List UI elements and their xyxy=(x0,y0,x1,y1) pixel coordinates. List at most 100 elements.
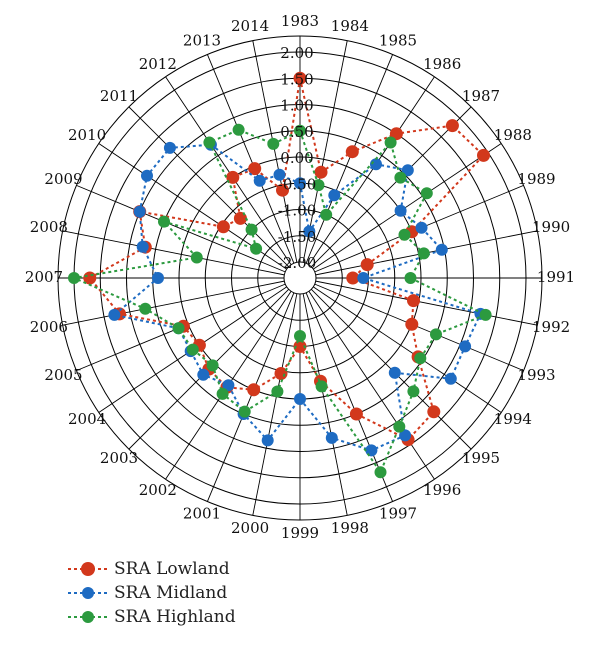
category-label: 1990 xyxy=(532,218,570,236)
category-label: 2003 xyxy=(100,449,138,467)
data-point: SRA Highland 1991: -0.2 xyxy=(404,272,417,284)
radial-tick-label: 2.00 xyxy=(280,44,313,62)
data-point: SRA Lowland 1988: 1.9 xyxy=(477,148,490,162)
data-point: SRA Lowland 1991: -1.3 xyxy=(346,271,360,285)
legend-label-highland: SRA Highland xyxy=(114,607,236,627)
category-label: 1992 xyxy=(532,318,570,336)
legend-label-lowland: SRA Lowland xyxy=(114,559,230,579)
data-point: SRA Midland 1994: 1.15 xyxy=(444,372,457,385)
data-point: SRA Lowland 1992: -0.1 xyxy=(407,294,420,308)
data-point: SRA Highland 1987: 0.4 xyxy=(394,171,407,184)
data-point: SRA Highland 2012: 0.8 xyxy=(203,136,216,149)
data-point: SRA Midland 2000: 0.85 xyxy=(261,434,274,447)
data-point: SRA Highland 1984: -0.5 xyxy=(312,179,325,192)
data-point: SRA Highland 2003: 0.05 xyxy=(206,359,219,372)
data-point: SRA Midland 1999: 0 xyxy=(294,393,306,405)
data-point: SRA Highland 1993: 0.5 xyxy=(430,328,442,341)
data-point: SRA Midland 2010: 1.2 xyxy=(141,169,153,182)
radial-tick-label: 0.50 xyxy=(280,123,313,141)
category-label: 1996 xyxy=(423,481,461,499)
data-point: SRA Lowland 1995: 1.3 xyxy=(427,405,441,419)
data-point: SRA Lowland 2014: -0.6 xyxy=(276,183,289,197)
legend-label-midland: SRA Midland xyxy=(114,583,228,603)
category-label: 2013 xyxy=(183,32,221,50)
spoke xyxy=(314,283,524,372)
data-point: SRA Midland 2003: 0.3 xyxy=(197,368,210,381)
spoke xyxy=(76,184,286,273)
legend-marker-highland xyxy=(68,611,108,623)
category-label: 1999 xyxy=(281,524,319,540)
category-label: 1997 xyxy=(379,505,417,523)
data-point: SRA Midland 1995: 0.25 xyxy=(388,366,401,379)
data-point: SRA Midland 1987: 0.6 xyxy=(401,164,414,177)
spoke xyxy=(308,76,435,265)
data-point: SRA Highland 1986: 0.8 xyxy=(384,136,397,149)
legend-marker-midland xyxy=(68,587,108,599)
data-point: SRA Highland 1994: 0.45 xyxy=(414,352,427,365)
radial-tick-labels: -2.00 -1.50 -1.00 -0.50 0.00 0.50 1.00 1.50 2.00 xyxy=(278,44,316,272)
category-label: 2002 xyxy=(139,481,177,499)
radial-tick-label: 0.00 xyxy=(280,149,313,167)
data-point: SRA Midland 2006: 1.3 xyxy=(108,308,121,321)
category-label: 1998 xyxy=(331,519,369,537)
data-point: SRA Lowland 2010: -0.55 xyxy=(216,220,230,234)
data-point: SRA Midland 1983: -0.5 xyxy=(294,177,306,190)
data-point: SRA Lowland 1986: 1 xyxy=(389,127,403,141)
data-point: SRA Lowland 1987: 1.8 xyxy=(445,119,459,133)
data-point: SRA Highland 1983: 0.5 xyxy=(294,124,306,137)
spoke xyxy=(62,230,285,276)
category-label: 2000 xyxy=(231,519,269,537)
category-label: 1991 xyxy=(537,268,575,286)
radial-tick-label: 1.50 xyxy=(280,70,313,88)
data-point: SRA Highland 2013: 0.75 xyxy=(232,123,245,136)
data-point: SRA Midland 1991: -1.1 xyxy=(357,272,370,284)
category-label: 1993 xyxy=(517,366,555,384)
data-point: SRA Highland 2007: 2 xyxy=(68,272,80,284)
category-label: 2010 xyxy=(68,126,106,144)
data-point: SRA Midland 2007: 0.4 xyxy=(152,272,164,284)
radar-chart: SRA Lowland 1983: 1.5 SRA Lowland 1984: -… xyxy=(25,12,575,540)
data-point: SRA Midland 1986: 0.3 xyxy=(370,158,382,171)
data-point: SRA Highland 2008: -0.3 xyxy=(190,251,203,264)
data-point: SRA Midland 1998: 0.8 xyxy=(325,431,338,444)
legend-marker-lowland xyxy=(68,562,108,576)
data-point: SRA Highland 2011: -1 xyxy=(245,223,258,236)
category-label: 2005 xyxy=(44,366,82,384)
data-point: SRA Lowland 2012: 0 xyxy=(226,170,240,184)
data-point: SRA Midland 2002: 0.15 xyxy=(222,379,235,392)
spoke xyxy=(302,293,348,516)
data-point: SRA Highland 2009: 0.5 xyxy=(158,215,170,228)
data-point: SRA Lowland 1984: -0.25 xyxy=(314,165,328,179)
data-point: SRA Lowland 1990: -1 xyxy=(360,258,374,272)
spoke xyxy=(308,291,435,480)
spoke xyxy=(165,76,292,265)
category-label: 2004 xyxy=(68,410,106,428)
spoke xyxy=(313,143,502,270)
data-point: SRA Midland 2013: -0.3 xyxy=(253,174,266,187)
data-point: SRA Midland 2011: 1.2 xyxy=(163,141,176,154)
category-label: 1994 xyxy=(494,410,532,428)
data-point: SRA Midland 1985: -0.6 xyxy=(328,189,341,202)
data-point: SRA Lowland 1985: 0.3 xyxy=(345,145,359,159)
data-point: SRA Highland 2001: 0.45 xyxy=(238,405,251,418)
data-point: SRA Midland 1989: 0.2 xyxy=(415,221,428,234)
data-point: SRA Midland 2008: 0.75 xyxy=(136,240,149,253)
data-point: SRA Highland 1990: 0.1 xyxy=(417,247,430,260)
data-point: SRA Midland 1988: 0 xyxy=(394,204,407,217)
category-label: 2008 xyxy=(30,218,68,236)
category-label: 1988 xyxy=(494,126,532,144)
category-label: 2009 xyxy=(44,170,82,188)
spoke xyxy=(313,286,502,413)
category-label: 1985 xyxy=(379,32,417,50)
category-label: 2006 xyxy=(30,318,68,336)
data-point: SRA Lowland 1983: 1.5 xyxy=(293,71,307,85)
data-point: SRA Highland 2002: 0.35 xyxy=(216,387,229,400)
data-point: SRA Highland 2005: 0.2 xyxy=(172,322,185,335)
spoke xyxy=(206,292,295,502)
data-point: SRA Midland 1990: 0.45 xyxy=(435,243,448,256)
category-label: 2014 xyxy=(231,17,269,35)
radial-tick-label: -0.50 xyxy=(278,175,316,193)
spoke xyxy=(128,106,290,268)
data-point: SRA Highland 1988: 0.6 xyxy=(420,187,433,200)
data-point: SRA Midland 2014: -0.3 xyxy=(273,168,286,181)
